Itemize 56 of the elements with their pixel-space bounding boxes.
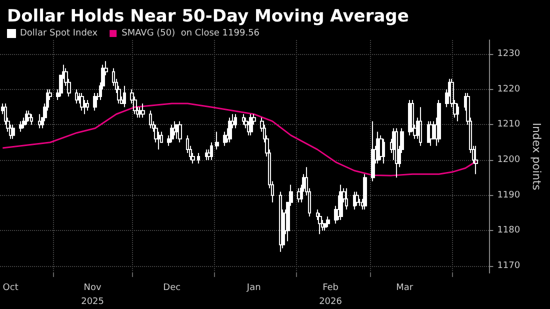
- y-axis-title: Index points: [530, 122, 543, 191]
- x-tick-label: Oct: [2, 283, 19, 293]
- candlestick: [38, 114, 41, 129]
- candlestick: [93, 92, 97, 112]
- candlestick: [141, 103, 145, 118]
- x-tick-label: Mar: [396, 283, 414, 293]
- x-tick-label: Nov 2025: [81, 283, 104, 307]
- y-tick-label: 1180: [497, 226, 520, 236]
- candlestick: [19, 120, 23, 132]
- candlestick: [371, 120, 375, 182]
- candlestick: [75, 88, 78, 104]
- candlestick: [363, 174, 367, 210]
- candlestick: [86, 100, 89, 112]
- y-tick-label: 1200: [497, 155, 520, 166]
- candlestick: [210, 142, 213, 161]
- candlestick: [11, 124, 15, 140]
- candlestick: [149, 110, 152, 129]
- y-tick-label: 1190: [497, 190, 520, 200]
- candlestick: [234, 114, 237, 129]
- candlestick: [223, 131, 227, 146]
- candlestick: [326, 216, 330, 228]
- y-tick-label: 1210: [497, 120, 520, 130]
- candlestick: [228, 117, 232, 143]
- candlestick: [395, 128, 398, 178]
- legend-label: SMAVG (50) on Close 1199.56: [122, 28, 260, 38]
- chart-title: Dollar Holds Near 50-Day Moving Average: [7, 6, 409, 26]
- legend-label: Dollar Spot Index: [20, 28, 98, 38]
- candlestick: [215, 131, 219, 150]
- candlestick: [474, 145, 478, 175]
- x-tick-label: Jan: [246, 283, 261, 293]
- candlestick: [429, 120, 433, 146]
- y-tick-label: 1170: [497, 260, 520, 271]
- y-tick-label: 1230: [497, 49, 520, 60]
- x-tick-label: Dec: [163, 283, 181, 293]
- candlestick: [339, 184, 343, 221]
- candlestick: [345, 188, 348, 210]
- candlestick: [30, 114, 33, 126]
- candlestick: [355, 191, 359, 206]
- candlestick: [242, 114, 245, 126]
- candlestick: [456, 103, 459, 122]
- candlestick: [437, 100, 441, 143]
- candlestick: [382, 138, 385, 164]
- candlestick: [170, 124, 174, 143]
- candlestick: [318, 212, 322, 235]
- candlestick: [197, 152, 200, 164]
- candlestick: [419, 106, 422, 146]
- candlestick: [178, 120, 182, 143]
- candlestick: [80, 92, 84, 112]
- candlestick: [25, 110, 28, 126]
- candlestick: [138, 106, 142, 118]
- candlestick: [27, 110, 31, 122]
- candlestick: [123, 85, 126, 108]
- line-series: [2, 102, 477, 176]
- x-tick-label: Feb 2026: [319, 283, 342, 307]
- candlestick: [297, 188, 301, 203]
- y-tick-label: 1220: [497, 84, 520, 94]
